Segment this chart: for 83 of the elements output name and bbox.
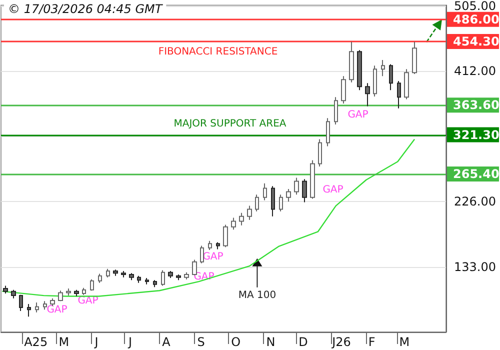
candlestick (58, 290, 63, 302)
candlestick (239, 212, 244, 226)
candlestick (216, 242, 220, 250)
candlestick (43, 300, 47, 310)
candlestick (113, 269, 118, 276)
candlestick (200, 245, 204, 264)
candlestick (98, 273, 102, 284)
candlestick (90, 278, 94, 292)
x-tick-label: N (266, 335, 276, 349)
candlestick (263, 182, 267, 201)
annotation: MAJOR SUPPORT AREA (174, 118, 286, 130)
y-tick-label: 412.00 (454, 64, 496, 78)
x-tick-label: J26 (331, 335, 351, 349)
candlestick (27, 303, 31, 318)
candlestick (153, 280, 157, 288)
ref-line-label: 265.40 (453, 166, 500, 181)
x-tick-label: O (231, 335, 241, 349)
candlestick (271, 186, 275, 217)
x-tick-label: A (162, 335, 172, 349)
x-tick-label: M (399, 335, 410, 349)
candlestick (412, 41, 417, 75)
candlestick (3, 285, 8, 294)
ref-line-label: 363.60 (453, 98, 500, 112)
x-tick-label: A25 (24, 335, 48, 349)
candlestick (161, 270, 165, 286)
chart-title: © 17/03/2026 04:45 GMT (8, 2, 164, 16)
ref-line-label: 486.00 (453, 12, 500, 26)
candlestick (381, 59, 385, 77)
candlestick (50, 298, 55, 307)
ref-line-label: 321.30 (453, 128, 500, 142)
candlestick (365, 82, 370, 107)
candlestick (247, 205, 252, 220)
annotation: GAP (46, 304, 68, 316)
candlestick (82, 287, 86, 296)
annotation: MA 100 (238, 290, 276, 301)
candlestick (66, 288, 71, 296)
candlestick (404, 68, 409, 100)
candlestick (373, 65, 377, 97)
annotation: GAP (78, 296, 98, 306)
candlestick (106, 268, 110, 278)
y-tick-label: 226.00 (454, 194, 496, 209)
candlestick (286, 188, 291, 202)
candlestick (302, 178, 307, 203)
x-tick-label: D (298, 335, 308, 349)
candlestick (176, 274, 181, 281)
annotation: FIBONACCI RESISTANCE (158, 46, 278, 58)
candlestick (145, 278, 149, 285)
annotation: GAP (348, 110, 368, 120)
y-tick-label: 133.00 (454, 260, 496, 274)
candlestick (341, 76, 346, 104)
y-tick-label: 505.00 (454, 0, 496, 13)
line-series (2, 138, 416, 297)
x-tick-label: J (127, 335, 132, 349)
x-tick-label: M (58, 335, 70, 349)
x-tick-label: S (197, 335, 205, 349)
candlestick (208, 240, 212, 250)
ref-line-label: 454.30 (453, 34, 500, 49)
candlestick (168, 270, 173, 279)
x-tick-label: F (368, 335, 376, 349)
candlestick (184, 272, 189, 280)
candlestick (294, 177, 299, 196)
candlestick (326, 118, 330, 147)
candlestick (389, 64, 393, 91)
candlestick (19, 294, 23, 312)
candlestick (121, 270, 126, 278)
candlestick (35, 302, 39, 313)
candlestick (310, 160, 315, 200)
annotation: GAP (202, 252, 224, 262)
candlestick (318, 138, 322, 168)
candlestick (255, 194, 259, 212)
candlestick (357, 50, 362, 91)
candlestick (334, 96, 338, 125)
candlestick (279, 194, 283, 212)
annotation: GAP (322, 184, 344, 196)
candlestick (74, 289, 79, 297)
candlestick (137, 275, 141, 284)
candlestick (397, 80, 401, 109)
candlestick (349, 41, 354, 83)
candlestick (231, 217, 236, 230)
candlestick (223, 224, 228, 248)
candlestick (129, 272, 134, 281)
x-tick-label: J (94, 335, 98, 349)
candlestick (11, 289, 16, 299)
